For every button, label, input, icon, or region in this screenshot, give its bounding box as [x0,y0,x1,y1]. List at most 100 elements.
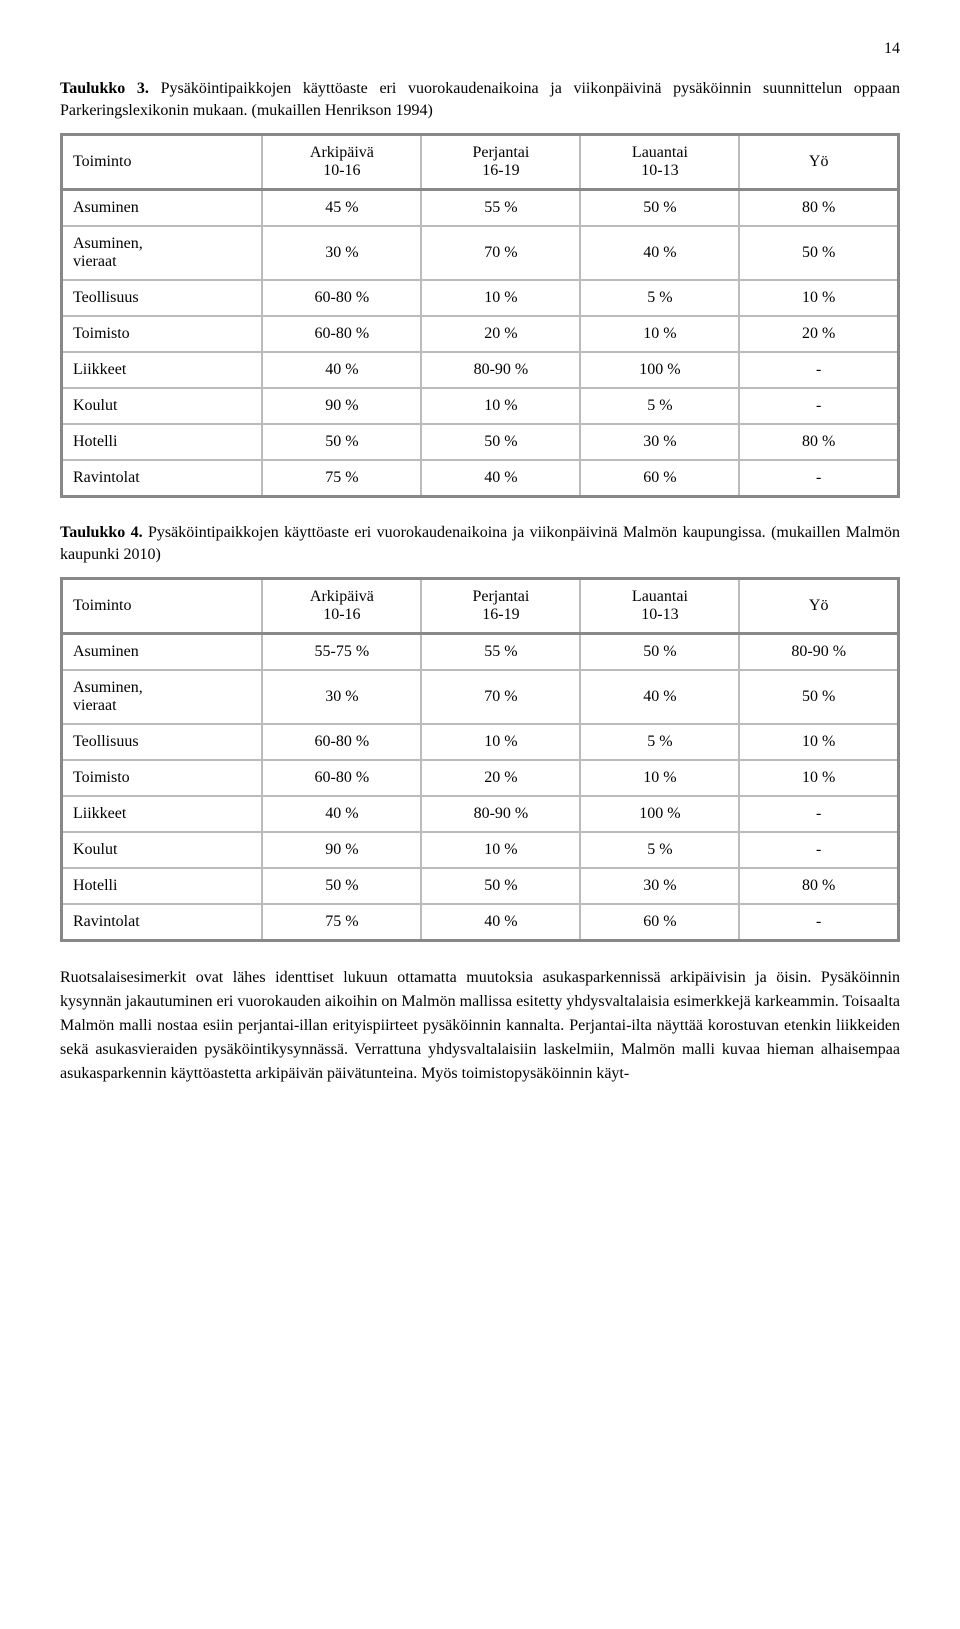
cell-value: 5 % [580,724,739,760]
cell-value: 80 % [739,424,898,460]
row-label: Ravintolat [62,904,263,941]
row-label: Hotelli [62,424,263,460]
table-row: Asuminen45 %55 %50 %80 % [62,189,899,226]
col-header-perjantai: Perjantai16-19 [421,578,580,633]
table-2: Toiminto Arkipäivä10-16 Perjantai16-19 L… [60,577,900,942]
table-row: Teollisuus60-80 %10 %5 %10 % [62,724,899,760]
col-header-arkipaiva: Arkipäivä10-16 [262,134,421,189]
cell-value: 100 % [580,352,739,388]
table-row: Toimisto60-80 %20 %10 %20 % [62,316,899,352]
caption2-bold: Taulukko 4. [60,524,143,541]
caption1-rest: Pysäköintipaikkojen käyttöaste eri vuoro… [60,80,900,119]
caption2-rest: Pysäköintipaikkojen käyttöaste eri vuoro… [60,524,900,563]
cell-value: 5 % [580,388,739,424]
cell-value: 50 % [421,868,580,904]
cell-value: 90 % [262,832,421,868]
cell-value: - [739,352,898,388]
cell-value: 50 % [580,189,739,226]
cell-value: 55 % [421,633,580,670]
row-label: Asuminen,vieraat [62,226,263,280]
cell-value: 10 % [739,280,898,316]
row-label: Hotelli [62,868,263,904]
cell-value: 60 % [580,904,739,941]
table-row: Koulut90 %10 %5 %- [62,832,899,868]
row-label: Toimisto [62,316,263,352]
cell-value: 10 % [421,724,580,760]
cell-value: 80-90 % [421,352,580,388]
cell-value: 30 % [262,670,421,724]
cell-value: 50 % [262,424,421,460]
table-row: Liikkeet40 %80-90 %100 %- [62,796,899,832]
table-row: Asuminen,vieraat30 %70 %40 %50 % [62,670,899,724]
row-label: Asuminen [62,633,263,670]
cell-value: 20 % [739,316,898,352]
cell-value: 75 % [262,904,421,941]
cell-value: 50 % [262,868,421,904]
col-header-toiminto: Toiminto [62,578,263,633]
col-header-lauantai: Lauantai10-13 [580,578,739,633]
cell-value: 10 % [580,760,739,796]
row-label: Koulut [62,832,263,868]
row-label: Teollisuus [62,724,263,760]
cell-value: 30 % [580,868,739,904]
cell-value: - [739,832,898,868]
cell-value: 50 % [739,226,898,280]
table-row: Hotelli50 %50 %30 %80 % [62,868,899,904]
cell-value: 20 % [421,760,580,796]
col-header-arkipaiva: Arkipäivä10-16 [262,578,421,633]
cell-value: 10 % [580,316,739,352]
cell-value: - [739,388,898,424]
row-label: Toimisto [62,760,263,796]
row-label: Ravintolat [62,460,263,497]
table-row: Hotelli50 %50 %30 %80 % [62,424,899,460]
cell-value: 40 % [580,226,739,280]
table-row: Toimisto60-80 %20 %10 %10 % [62,760,899,796]
col-header-lauantai: Lauantai10-13 [580,134,739,189]
table-row: Asuminen55-75 %55 %50 %80-90 % [62,633,899,670]
cell-value: 70 % [421,226,580,280]
row-label: Liikkeet [62,796,263,832]
table-row: Ravintolat75 %40 %60 %- [62,904,899,941]
col-header-toiminto: Toiminto [62,134,263,189]
row-label: Liikkeet [62,352,263,388]
cell-value: - [739,796,898,832]
cell-value: 20 % [421,316,580,352]
cell-value: 60 % [580,460,739,497]
cell-value: 10 % [739,724,898,760]
cell-value: 80-90 % [739,633,898,670]
row-label: Asuminen,vieraat [62,670,263,724]
cell-value: 40 % [262,796,421,832]
row-label: Koulut [62,388,263,424]
cell-value: 100 % [580,796,739,832]
row-label: Asuminen [62,189,263,226]
col-header-perjantai: Perjantai16-19 [421,134,580,189]
cell-value: 40 % [421,460,580,497]
cell-value: 60-80 % [262,280,421,316]
cell-value: 80 % [739,868,898,904]
cell-value: 5 % [580,280,739,316]
table-1: Toiminto Arkipäivä10-16 Perjantai16-19 L… [60,133,900,498]
cell-value: 40 % [580,670,739,724]
table1-header-row: Toiminto Arkipäivä10-16 Perjantai16-19 L… [62,134,899,189]
row-label: Teollisuus [62,280,263,316]
cell-value: 60-80 % [262,724,421,760]
cell-value: 60-80 % [262,316,421,352]
cell-value: 75 % [262,460,421,497]
table-row: Asuminen,vieraat30 %70 %40 %50 % [62,226,899,280]
cell-value: 10 % [739,760,898,796]
cell-value: 30 % [580,424,739,460]
table-row: Ravintolat75 %40 %60 %- [62,460,899,497]
table2-header-row: Toiminto Arkipäivä10-16 Perjantai16-19 L… [62,578,899,633]
cell-value: 50 % [580,633,739,670]
table-row: Teollisuus60-80 %10 %5 %10 % [62,280,899,316]
cell-value: 90 % [262,388,421,424]
table-row: Liikkeet40 %80-90 %100 %- [62,352,899,388]
col-header-yo: Yö [739,578,898,633]
cell-value: - [739,904,898,941]
table1-caption: Taulukko 3. Pysäköintipaikkojen käyttöas… [60,78,900,123]
cell-value: 55-75 % [262,633,421,670]
cell-value: 60-80 % [262,760,421,796]
cell-value: 10 % [421,280,580,316]
cell-value: - [739,460,898,497]
cell-value: 70 % [421,670,580,724]
